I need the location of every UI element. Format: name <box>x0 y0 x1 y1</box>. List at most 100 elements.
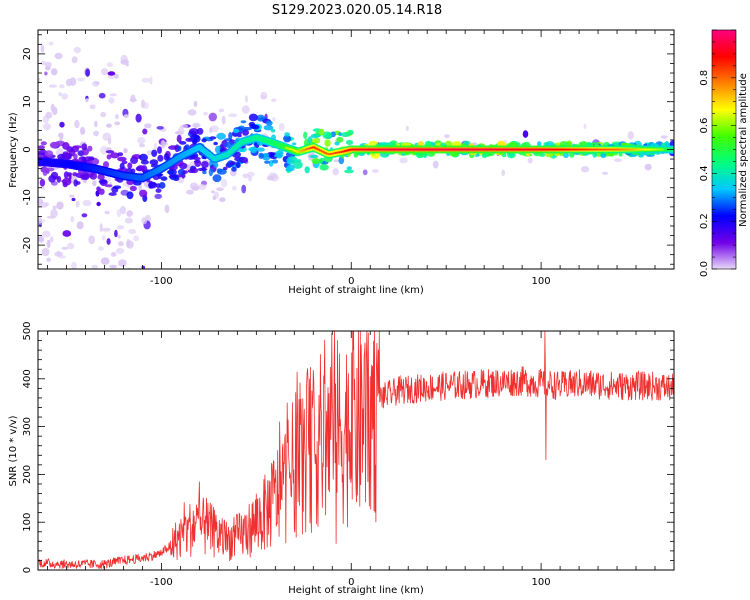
spectrogram-blob <box>217 168 227 175</box>
spectrogram-blob <box>201 161 209 168</box>
y-tick-label: 500 <box>22 321 33 340</box>
y-tick-label: -20 <box>22 237 33 253</box>
spectrogram-blob <box>222 166 228 171</box>
spectrogram-blob <box>563 152 569 159</box>
spectrogram-blob <box>399 157 408 164</box>
spectrogram-blob <box>283 135 292 143</box>
spectrogram-blob <box>139 153 148 161</box>
spectrogram-blob <box>602 171 608 175</box>
spectrogram-blob <box>260 95 267 100</box>
spectrogram-blob <box>162 141 168 147</box>
spectrogram-blob <box>50 68 58 76</box>
spectrogram-blob <box>270 128 276 133</box>
spectrogram-blob <box>193 100 198 107</box>
colorbar-tick-label: 0.0 <box>699 261 710 277</box>
spectrogram-blob <box>131 269 139 274</box>
spectrogram-blob <box>92 80 99 87</box>
spectrogram-blob <box>108 97 115 104</box>
spectrogram-blob <box>46 239 51 248</box>
spectrogram-blob <box>203 111 208 116</box>
spectrogram-blob <box>228 132 233 140</box>
spectrogram-blob <box>192 139 197 145</box>
spectrogram-blob <box>664 141 670 147</box>
spectrogram-blob <box>155 188 162 193</box>
spectrogram-blob <box>49 236 54 243</box>
spectrogram-blob <box>97 174 105 181</box>
spectrogram-blob <box>109 93 117 97</box>
x-tick-label: -100 <box>150 276 173 287</box>
spectrogram-blob <box>235 161 241 169</box>
spectrogram-blob <box>268 172 278 179</box>
spectrogram-blob <box>100 257 110 265</box>
spectrogram-blob <box>258 152 264 159</box>
spectrogram-blob <box>45 202 50 207</box>
spectrogram-blob <box>67 242 75 250</box>
spectrogram-blob <box>126 191 134 200</box>
spectrogram-blob <box>110 252 117 257</box>
spectrogram-blob <box>318 128 325 136</box>
spectrogram-blob <box>208 168 214 177</box>
spectrogram-blob <box>600 152 607 159</box>
spectrogram-blob <box>59 84 65 89</box>
spectrogram-blob <box>449 152 459 157</box>
spectrogram-blob <box>50 209 58 218</box>
spectrogram-blob <box>527 157 533 164</box>
spectrogram-blob <box>71 261 77 269</box>
spectrogram-blob <box>213 162 219 168</box>
snr-data <box>38 331 674 570</box>
colorbar-ticks: 0.0 0.2 0.4 0.6 0.8 <box>699 29 736 277</box>
spectrogram-blob <box>94 120 98 128</box>
spectrogram-blob <box>238 156 249 164</box>
colorbar-tick-label: 0.6 <box>699 118 710 134</box>
spectrogram-blob <box>232 128 240 134</box>
spectrogram-blob <box>197 167 208 172</box>
spectrogram-blob <box>149 159 159 166</box>
spectrogram-blob <box>44 61 52 68</box>
spectrogram-blob <box>68 194 75 198</box>
spectrogram-blob <box>644 163 652 171</box>
spectrogram-blob <box>271 98 277 103</box>
spectrogram-blob <box>149 76 153 85</box>
spectrogram-blob <box>216 132 226 140</box>
spectrogram-blob <box>618 153 623 157</box>
colorbar-label: Normalized spectral amplitude <box>738 73 749 227</box>
spectrogram-blob <box>110 152 120 159</box>
y-tick-label: 10 <box>22 95 33 108</box>
spectrogram-blob <box>182 170 188 174</box>
spectrogram-blob <box>124 217 133 224</box>
x-tick-label: 100 <box>532 577 551 588</box>
spectrogram-blob <box>209 136 217 140</box>
spectrogram-blob <box>231 166 237 172</box>
spectrogram-blob <box>81 143 88 151</box>
spectrogram-blob <box>139 189 148 198</box>
spectrogram-blob <box>232 185 237 191</box>
spectrogram-blob <box>191 185 200 191</box>
spectrogram-blob <box>256 147 265 152</box>
spectrogram-blob <box>59 121 65 128</box>
spectrogram-blob <box>99 223 103 233</box>
spectrogram-blob <box>70 216 75 223</box>
spectrogram-blob <box>102 227 111 232</box>
y-tick-label: 20 <box>22 48 33 61</box>
spectrogram-blob <box>123 114 129 119</box>
spectrogram-blob <box>64 141 69 150</box>
spectrogram-blob <box>120 54 128 63</box>
spectrogram-blob <box>608 153 615 157</box>
spectrogram-blob <box>135 113 142 123</box>
snr-frame <box>37 330 675 571</box>
spectrogram-blob <box>61 93 69 100</box>
spectrogram-blob <box>284 132 290 137</box>
spectrogram-blob <box>118 259 127 267</box>
spectrogram-blob <box>332 168 339 176</box>
spectrogram-blob <box>81 213 88 218</box>
spectrogram-blob <box>41 186 45 191</box>
colorbar-tick-label: 0.2 <box>699 213 710 229</box>
spectrogram-blob <box>196 127 204 135</box>
spectrogram-core <box>660 148 664 151</box>
spectrogram-blob <box>311 158 320 164</box>
spectrogram-blob <box>190 167 199 174</box>
spectrogram-blob <box>405 125 409 131</box>
spectrogram-blob <box>114 121 120 126</box>
spectrogram-blob <box>336 136 344 143</box>
spectrogram-blob <box>139 143 145 148</box>
